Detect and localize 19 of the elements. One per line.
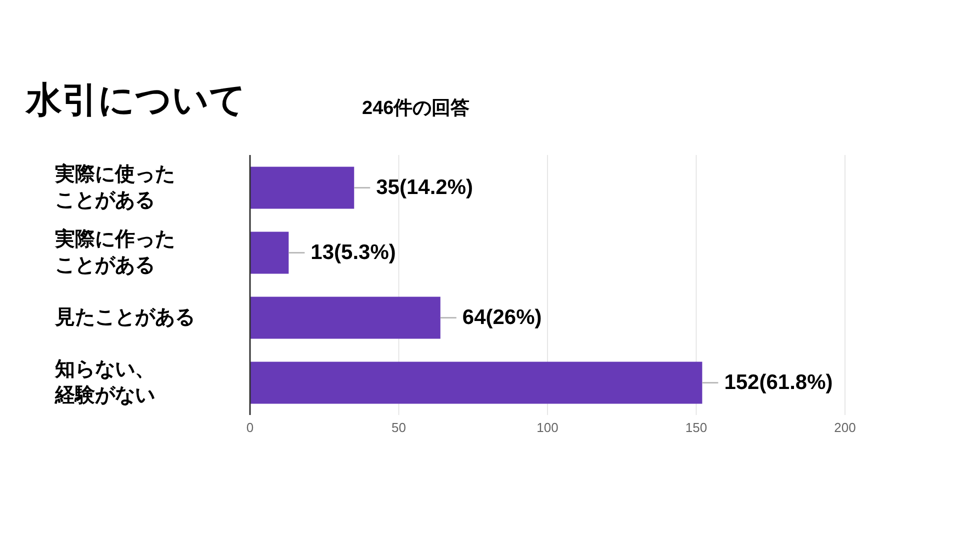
data-label: 35(14.2%) <box>376 176 474 200</box>
y-tick-label: 実際に作ったことがある <box>54 228 175 276</box>
y-tick-label: 実際に使ったことがある <box>54 162 175 212</box>
x-tick-label: 100 <box>536 420 558 436</box>
bar <box>250 166 354 209</box>
y-tick-label: 見たことがある <box>54 306 195 328</box>
y-tick-label: 知らない、経験がない <box>54 358 155 406</box>
x-tick-label: 150 <box>685 420 708 436</box>
chart-subtitle: 246件の回答 <box>362 97 470 121</box>
chart-title: 水引について <box>26 78 246 122</box>
bar <box>250 232 289 274</box>
x-tick-label: 0 <box>246 420 254 436</box>
x-tick-label: 200 <box>834 420 856 436</box>
bar <box>250 296 440 339</box>
x-tick-label: 50 <box>392 420 406 436</box>
data-label: 13(5.3%) <box>310 241 396 264</box>
data-label: 152(61.8%) <box>724 371 833 394</box>
data-label: 64(26%) <box>462 306 542 330</box>
bar <box>250 362 702 404</box>
